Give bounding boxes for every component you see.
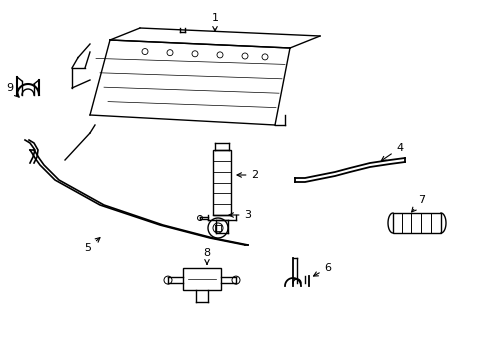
Text: 9: 9: [6, 83, 19, 97]
Text: 2: 2: [237, 170, 259, 180]
Text: 6: 6: [314, 263, 332, 276]
Text: 4: 4: [381, 143, 404, 161]
Text: 5: 5: [84, 238, 100, 253]
Text: 1: 1: [212, 13, 219, 31]
Text: 3: 3: [229, 210, 251, 220]
Text: 7: 7: [412, 195, 425, 212]
Text: 8: 8: [203, 248, 211, 264]
